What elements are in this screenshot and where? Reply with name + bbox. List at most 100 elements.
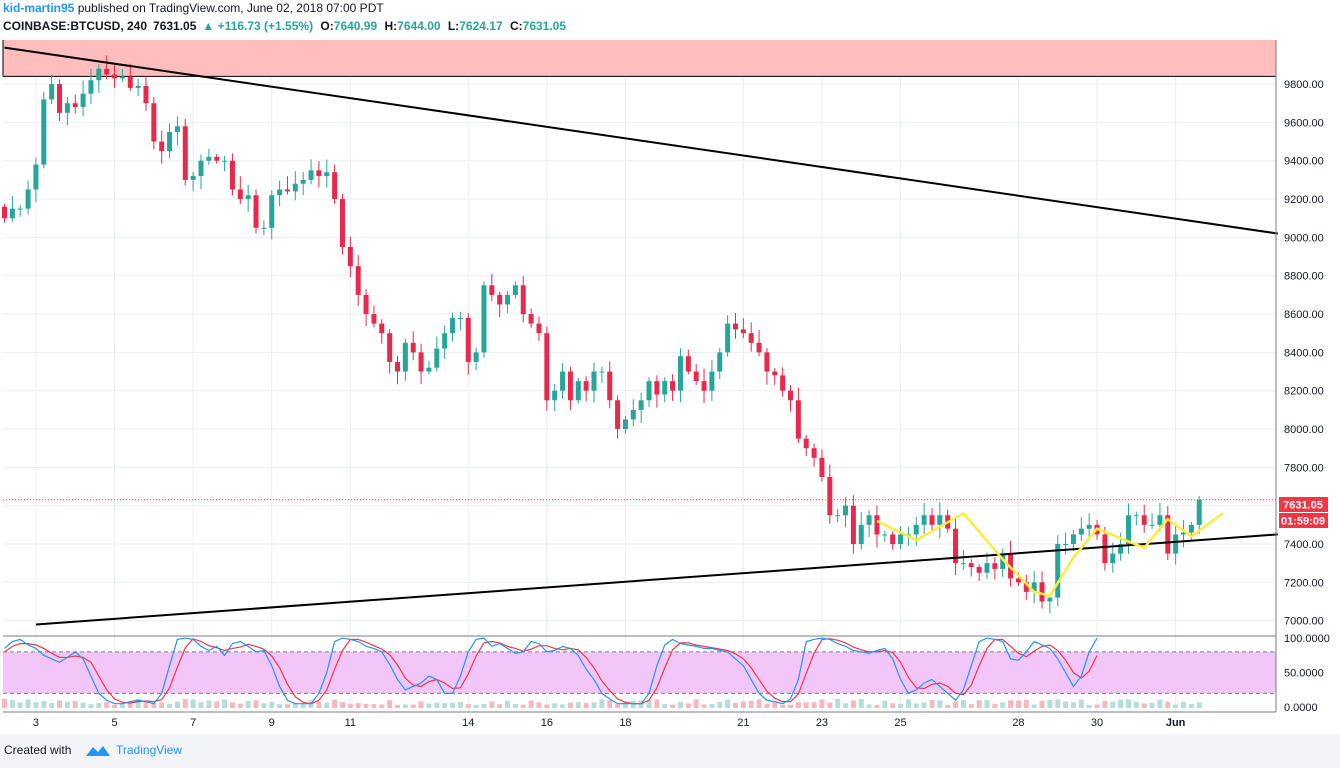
candle-body xyxy=(1070,534,1076,545)
volume-bar xyxy=(481,703,487,708)
candle-body xyxy=(418,352,424,372)
volume-bar xyxy=(953,701,959,708)
volume-bar xyxy=(245,700,251,708)
candle-body xyxy=(732,323,738,330)
volume-bar xyxy=(1031,704,1037,708)
candle-body xyxy=(1023,582,1029,592)
candle-body xyxy=(1063,544,1069,546)
volume-bar xyxy=(780,704,786,708)
high-value: 7644.00 xyxy=(397,19,441,33)
volume-bar xyxy=(450,702,456,708)
volume-bar xyxy=(536,702,542,708)
volume-bar xyxy=(410,704,416,708)
candle-body xyxy=(1078,528,1084,535)
price-tag: 7631.05 01:59:09 xyxy=(1279,497,1328,528)
volume-bar xyxy=(512,703,518,708)
volume-bar xyxy=(182,699,188,708)
candle-body xyxy=(442,333,448,349)
volume-bar xyxy=(1070,702,1076,708)
candle-body xyxy=(717,352,723,372)
candle-body xyxy=(151,103,157,142)
volume-bar xyxy=(732,702,738,708)
pattern-line xyxy=(876,512,1224,598)
volume-bar xyxy=(104,702,110,708)
candle-body xyxy=(1165,515,1171,554)
volume-bar xyxy=(426,703,432,708)
volume-bar xyxy=(819,699,825,708)
candle-body xyxy=(654,381,660,395)
volume-bar xyxy=(670,704,676,708)
candle-body xyxy=(324,172,330,177)
candle-body xyxy=(552,390,558,401)
volume-bar xyxy=(677,702,683,708)
volume-bar xyxy=(64,701,70,708)
trendline xyxy=(35,533,1278,626)
candle-body xyxy=(33,164,39,190)
symbol-label[interactable]: COINBASE:BTCUSD, 240 xyxy=(3,19,148,33)
candle-body xyxy=(976,567,982,573)
volume-bar xyxy=(709,704,715,708)
volume-bar xyxy=(843,703,849,708)
y-tick-label: 7200.00 xyxy=(1284,577,1324,589)
volume-bar xyxy=(827,702,833,708)
candle-body xyxy=(1086,524,1092,529)
volume-bar xyxy=(968,704,974,708)
candle-body xyxy=(693,371,699,382)
volume-bar xyxy=(1141,703,1147,708)
volume-bar xyxy=(1063,701,1069,708)
volume-bar xyxy=(921,702,927,708)
tradingview-brand-link[interactable]: TradingView xyxy=(116,743,183,757)
candle-body xyxy=(1133,515,1139,517)
volume-bar xyxy=(882,700,888,708)
candle-body xyxy=(544,333,550,401)
candle-body xyxy=(1196,499,1202,525)
chart-canvas[interactable]: 7000.007200.007400.007600.007800.008000.… xyxy=(0,0,1340,734)
x-tick-label: 28 xyxy=(1012,717,1024,729)
publish-line: kid-martin95 published on TradingView.co… xyxy=(3,0,384,16)
author-link[interactable]: kid-martin95 xyxy=(3,1,75,15)
drawings xyxy=(3,46,1278,626)
candle-body xyxy=(457,317,463,319)
open-label: O: xyxy=(320,19,334,33)
volume-bar xyxy=(96,703,102,708)
candle-body xyxy=(843,505,849,516)
volume-bar xyxy=(945,704,951,708)
volume-bar xyxy=(347,703,353,708)
volume-bar xyxy=(363,703,369,708)
candle-body xyxy=(1039,582,1045,602)
volume-bar xyxy=(1078,699,1084,708)
volume-bar xyxy=(662,704,668,708)
volume-bar xyxy=(489,701,495,708)
candle-body xyxy=(277,189,283,196)
grid xyxy=(3,40,1276,712)
candle-body xyxy=(992,563,998,569)
candle-body xyxy=(725,323,731,353)
candle-body xyxy=(827,476,833,516)
candle-body xyxy=(905,534,911,536)
candle-body xyxy=(387,333,393,362)
x-tick-label: 7 xyxy=(190,717,196,729)
volume-bar xyxy=(402,704,408,708)
candle-body xyxy=(465,317,471,362)
low-value: 7624.17 xyxy=(459,19,503,33)
candle-body xyxy=(481,285,487,353)
candle-body xyxy=(198,160,204,177)
volume-bar xyxy=(575,702,581,708)
tradingview-logo-icon[interactable] xyxy=(84,742,112,760)
candle-body xyxy=(119,76,125,79)
candle-body xyxy=(599,371,605,373)
volume-bar xyxy=(151,703,157,708)
candle-body xyxy=(1125,515,1131,545)
candle-body xyxy=(9,208,15,219)
candle-body xyxy=(2,206,7,219)
volume-bar xyxy=(387,700,393,708)
volume-bar xyxy=(292,703,298,708)
y-tick-label: 8000.00 xyxy=(1284,424,1324,436)
candle-body xyxy=(347,246,353,267)
volume-bar xyxy=(740,701,746,708)
volume-bar xyxy=(1055,699,1061,708)
candle-body xyxy=(159,141,165,152)
y-tick-label: 9200.00 xyxy=(1284,194,1324,206)
candle-body xyxy=(937,515,943,525)
x-tick-label: 21 xyxy=(737,717,749,729)
